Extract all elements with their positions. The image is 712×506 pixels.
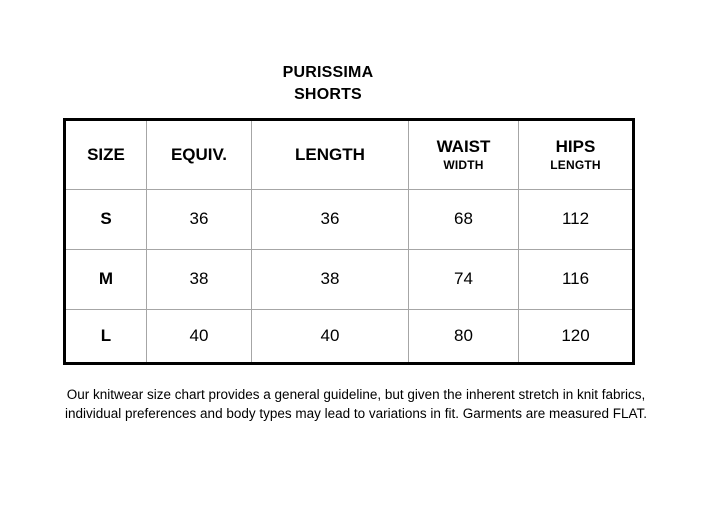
cell-length-m: 38: [252, 250, 409, 310]
cell-waist-l: 80: [409, 310, 519, 362]
column-header-size: SIZE: [66, 121, 147, 190]
cell-hips-l: 120: [561, 325, 590, 345]
cell-waist-s: 68: [409, 190, 519, 250]
column-header-hips: HIPS LENGTH: [519, 121, 632, 190]
cell-size-m: M: [66, 250, 147, 310]
column-header-sublabel: LENGTH: [550, 157, 601, 172]
footnote: Our knitwear size chart provides a gener…: [0, 385, 712, 423]
column-header-label: HIPS: [555, 137, 596, 157]
cell-equiv-m: 38: [147, 250, 252, 310]
column-header-label: EQUIV.: [170, 144, 228, 164]
column-header-label: SIZE: [87, 144, 125, 164]
column-header-label: LENGTH: [295, 144, 365, 164]
column-header-equiv: EQUIV.: [147, 121, 252, 190]
product-title: PURISSIMA SHORTS: [0, 62, 656, 106]
cell-hips-m: 116: [519, 250, 632, 310]
size-chart-table: SIZE EQUIV. LENGTH WAIST WIDTH HIPS LENG…: [63, 118, 635, 365]
cell-size-s: S: [66, 190, 147, 250]
cell-size-l: L: [66, 310, 147, 362]
column-header-label: WAIST: [436, 137, 491, 157]
cell-equiv-l: 40: [147, 310, 252, 362]
cell-equiv-s: 36: [147, 190, 252, 250]
product-title-line2: SHORTS: [294, 86, 362, 103]
cell-length-s: 36: [252, 190, 409, 250]
cell-length-l: 40: [252, 310, 409, 362]
cell-waist-m: 74: [409, 250, 519, 310]
product-title-line1: PURISSIMA: [282, 64, 374, 81]
column-header-length: LENGTH: [252, 121, 409, 190]
footnote-line1: Our knitwear size chart provides a gener…: [66, 387, 646, 402]
cell-hips-s: 112: [519, 190, 632, 250]
column-header-sublabel: WIDTH: [443, 157, 484, 172]
footnote-line2: individual preferences and body types ma…: [64, 406, 648, 421]
column-header-waist: WAIST WIDTH: [409, 121, 519, 190]
